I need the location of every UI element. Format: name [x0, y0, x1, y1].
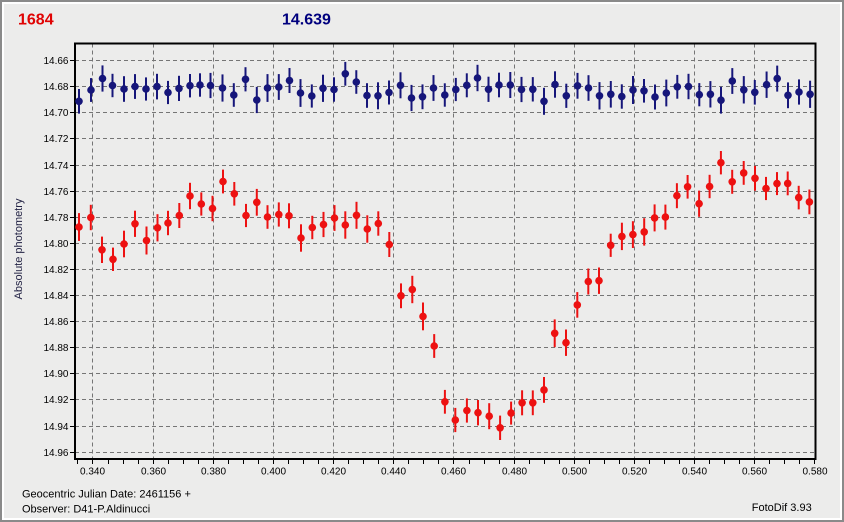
svg-text:14.72: 14.72	[43, 134, 68, 145]
svg-text:14.94: 14.94	[43, 422, 68, 433]
svg-text:14.66: 14.66	[43, 56, 68, 67]
svg-text:14.86: 14.86	[43, 317, 68, 328]
svg-text:0.580: 0.580	[802, 467, 827, 478]
svg-text:14.68: 14.68	[43, 82, 68, 93]
svg-text:0.560: 0.560	[742, 467, 767, 478]
svg-text:0.480: 0.480	[502, 467, 527, 478]
svg-text:14.80: 14.80	[43, 239, 68, 250]
svg-text:0.380: 0.380	[201, 467, 226, 478]
svg-text:Absolute photometry: Absolute photometry	[13, 198, 25, 299]
svg-text:14.90: 14.90	[43, 369, 68, 380]
svg-text:14.96: 14.96	[43, 448, 68, 459]
svg-text:0.440: 0.440	[381, 467, 406, 478]
svg-text:0.520: 0.520	[622, 467, 647, 478]
svg-text:0.420: 0.420	[321, 467, 346, 478]
svg-text:Observer: D41-P.Aldinucci: Observer: D41-P.Aldinucci	[22, 504, 150, 516]
svg-text:14.70: 14.70	[43, 108, 68, 119]
svg-text:0.500: 0.500	[562, 467, 587, 478]
svg-text:14.639: 14.639	[282, 12, 331, 29]
svg-text:0.540: 0.540	[682, 467, 707, 478]
svg-text:FotoDif 3.93: FotoDif 3.93	[752, 502, 812, 514]
svg-text:14.76: 14.76	[43, 187, 68, 198]
svg-text:0.400: 0.400	[261, 467, 286, 478]
svg-text:Geocentric Julian Date: 246115: Geocentric Julian Date: 2461156 +	[22, 489, 191, 501]
svg-text:0.340: 0.340	[80, 467, 105, 478]
svg-text:1684: 1684	[18, 12, 54, 29]
svg-text:14.92: 14.92	[43, 395, 68, 406]
svg-text:14.84: 14.84	[43, 291, 68, 302]
svg-text:14.74: 14.74	[43, 161, 68, 172]
svg-text:0.360: 0.360	[141, 467, 166, 478]
svg-text:14.78: 14.78	[43, 213, 68, 224]
svg-text:14.82: 14.82	[43, 265, 68, 276]
svg-text:0.460: 0.460	[441, 467, 466, 478]
svg-text:14.88: 14.88	[43, 343, 68, 354]
